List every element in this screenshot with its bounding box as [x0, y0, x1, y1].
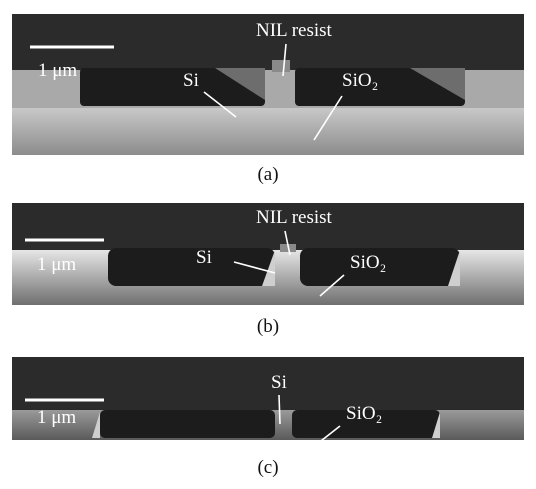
- caption: (c): [257, 457, 278, 478]
- figure: 1 μm NIL resist Si SiO₂ (a) 1 μm NIL res…: [0, 0, 536, 489]
- label: SiO₂: [346, 403, 382, 424]
- trench: [100, 410, 275, 438]
- scale-label: 1 μm: [37, 254, 76, 275]
- scale-label: 1 μm: [37, 407, 76, 428]
- label: NIL resist: [256, 207, 333, 228]
- label: SiO₂: [342, 70, 378, 91]
- label: NIL resist: [256, 20, 333, 41]
- panel-a: 1 μm NIL resist Si SiO₂ (a): [12, 14, 524, 185]
- substrate: [12, 108, 524, 155]
- label: SiO₂: [350, 252, 386, 273]
- scale-label: 1 μm: [38, 60, 77, 81]
- caption: (b): [257, 316, 279, 337]
- panel-b: 1 μm NIL resist Si SiO₂ (b): [12, 203, 524, 337]
- leader-line: [279, 395, 280, 424]
- label: Si: [196, 247, 212, 268]
- label: Si: [183, 70, 199, 91]
- caption: (a): [257, 164, 278, 185]
- label: Si: [271, 372, 287, 393]
- resist: [272, 60, 290, 72]
- panel-c: 1 μm Si SiO₂ (c): [12, 357, 524, 478]
